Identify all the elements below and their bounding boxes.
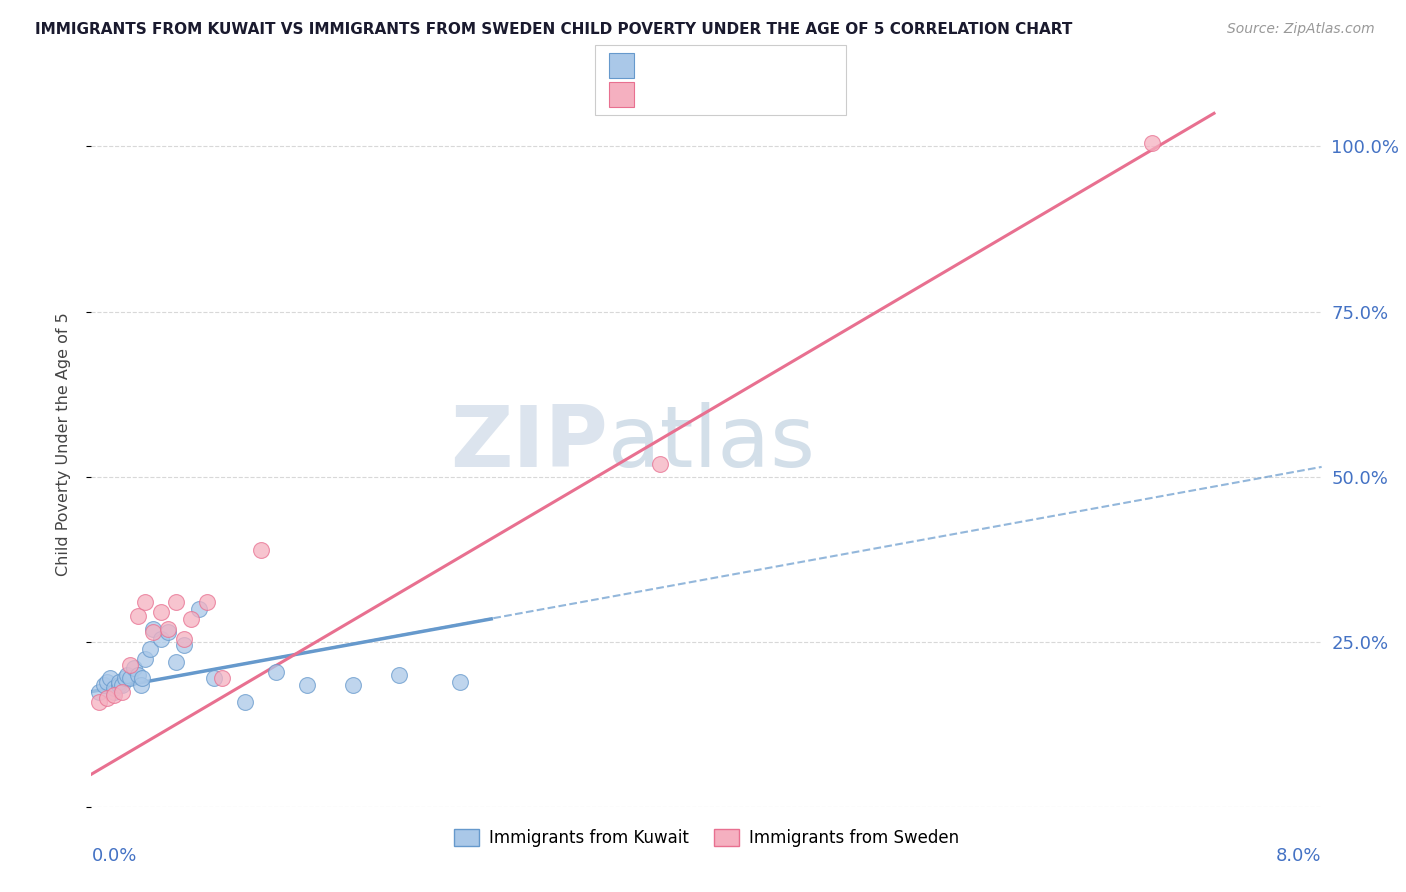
Point (129, 678, 152, 692)
Point (180, 612, 202, 626)
Point (139, 641, 162, 656)
Text: 0.795: 0.795 (673, 86, 728, 103)
Text: 0.0%: 0.0% (91, 847, 136, 865)
Text: R =: R = (643, 56, 681, 74)
Point (134, 595, 156, 609)
Point (103, 684, 125, 698)
Point (165, 595, 187, 609)
Text: ZIP: ZIP (450, 402, 607, 485)
Point (195, 595, 218, 609)
Point (108, 674, 131, 689)
Text: atlas: atlas (607, 402, 815, 485)
Point (127, 668, 149, 682)
Y-axis label: Child Poverty Under the Age of 5: Child Poverty Under the Age of 5 (56, 312, 70, 575)
Point (165, 655, 187, 669)
Point (87, 684, 110, 698)
Point (149, 605, 172, 619)
Point (131, 672, 153, 686)
Point (134, 651, 156, 665)
Point (157, 622, 180, 636)
Point (449, 674, 471, 689)
Point (118, 672, 141, 686)
Point (115, 668, 138, 682)
Point (114, 672, 136, 686)
Point (233, 694, 256, 708)
Text: 18: 18 (758, 86, 782, 103)
Point (142, 625, 165, 640)
Point (650, 457, 672, 471)
Point (118, 658, 141, 673)
Point (211, 672, 233, 686)
Text: 31: 31 (758, 56, 782, 74)
Text: N =: N = (716, 56, 765, 74)
Point (124, 661, 146, 675)
Point (103, 681, 125, 696)
Point (295, 678, 318, 692)
Point (111, 684, 134, 698)
Text: Source: ZipAtlas.com: Source: ZipAtlas.com (1227, 22, 1375, 37)
Point (157, 625, 180, 640)
Text: 8.0%: 8.0% (1277, 847, 1322, 865)
Text: IMMIGRANTS FROM KUWAIT VS IMMIGRANTS FROM SWEDEN CHILD POVERTY UNDER THE AGE OF : IMMIGRANTS FROM KUWAIT VS IMMIGRANTS FRO… (35, 22, 1073, 37)
Text: 0.241: 0.241 (673, 56, 728, 74)
Point (149, 632, 172, 646)
Point (264, 665, 287, 679)
Point (87, 694, 110, 708)
Point (96, 674, 118, 689)
Legend: Immigrants from Kuwait, Immigrants from Sweden: Immigrants from Kuwait, Immigrants from … (447, 822, 966, 854)
Point (103, 688, 125, 702)
Point (188, 602, 211, 616)
Text: R =: R = (643, 86, 681, 103)
Point (108, 678, 131, 692)
Point (173, 632, 195, 646)
Point (388, 668, 411, 682)
Point (173, 638, 195, 652)
Point (111, 678, 134, 692)
Point (142, 622, 165, 636)
Point (202, 672, 225, 686)
Point (127, 608, 149, 623)
Point (93, 678, 115, 692)
Point (96, 691, 118, 706)
Point (98, 672, 121, 686)
Point (249, 542, 271, 557)
Point (1142, 136, 1164, 150)
Text: N =: N = (716, 86, 765, 103)
Point (342, 678, 364, 692)
